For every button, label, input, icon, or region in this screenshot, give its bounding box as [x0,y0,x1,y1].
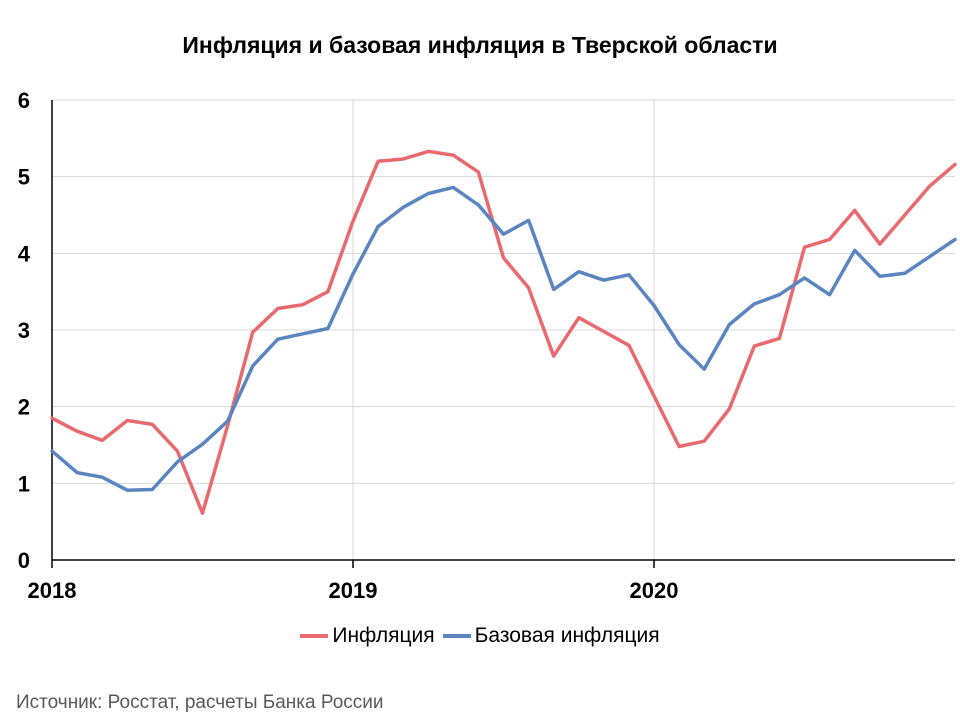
y-tick-label-6: 6 [18,88,30,113]
legend-item-inflation: Инфляция [300,624,435,648]
chart-title: Инфляция и базовая инфляция в Тверской о… [182,32,778,58]
x-tick-label-2020: 2020 [630,578,679,603]
series-line-inflation [50,149,957,515]
legend-item-core-inflation: Базовая инфляция [442,624,660,648]
legend-swatch-inflation [300,634,329,638]
chart-legend: Инфляция Базовая инфляция [0,624,960,648]
y-tick-label-5: 5 [18,165,30,190]
y-tick-label-2: 2 [18,395,30,420]
series-line-core-inflation [50,185,957,492]
x-tick-label-2018: 2018 [28,578,77,603]
y-tick-label-0: 0 [18,548,30,573]
y-tick-label-3: 3 [18,318,30,343]
legend-label-inflation: Инфляция [332,624,435,647]
legend-swatch-core-inflation [442,634,471,638]
legend-label-core-inflation: Базовая инфляция [474,624,660,647]
y-tick-label-4: 4 [18,241,31,266]
source-note: Источник: Росстат, расчеты Банка России [16,692,384,713]
y-tick-label-1: 1 [18,471,30,496]
x-tick-label-2019: 2019 [329,578,378,603]
